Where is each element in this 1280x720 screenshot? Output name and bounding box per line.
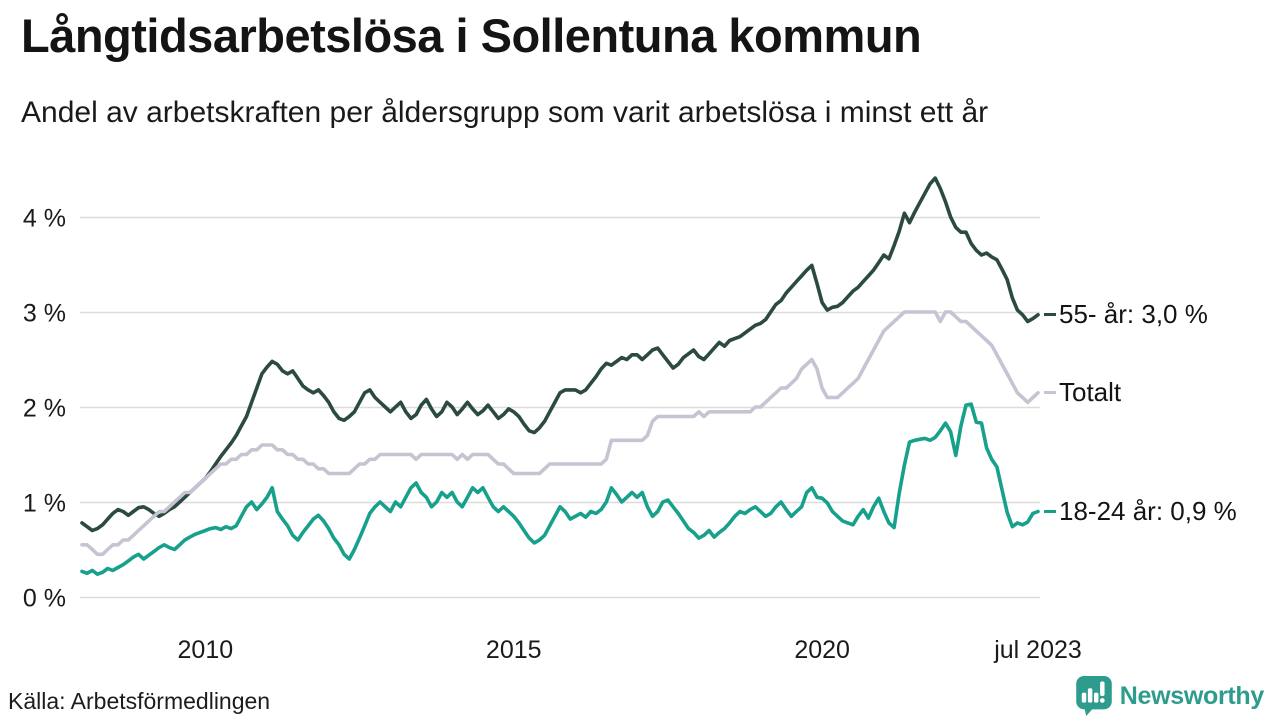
series-line-18-24-r — [80, 402, 1040, 577]
x-axis-tick-label: 2020 — [794, 636, 850, 664]
series-line-totalt — [80, 310, 1040, 557]
y-axis-tick-label: 4 % — [23, 205, 66, 233]
series-end-label-text: 55- år: 3,0 % — [1059, 299, 1208, 330]
x-axis-tick-label: 2015 — [486, 636, 542, 664]
series-end-label: 55- år: 3,0 % — [1044, 298, 1208, 332]
series-leader-dash — [1044, 510, 1056, 513]
y-axis-tick-label: 0 % — [23, 585, 66, 613]
series-end-label: 18-24 år: 0,9 % — [1044, 495, 1237, 529]
newsworthy-logo: Newsworthy — [1075, 676, 1265, 716]
series-line-55-r — [80, 176, 1040, 533]
y-axis-tick-label: 3 % — [23, 300, 66, 328]
series-leader-dash — [1044, 313, 1056, 317]
bar-chart-speech-bubble-icon — [1075, 676, 1112, 716]
x-axis-tick-label: 2010 — [178, 636, 234, 664]
y-axis-tick-label: 2 % — [23, 395, 66, 423]
chart-subtitle: Andel av arbetskraften per åldersgrupp s… — [21, 96, 989, 129]
series-end-label: Totalt — [1044, 376, 1121, 410]
y-axis-tick-label: 1 % — [23, 490, 66, 518]
source-attribution: Källa: Arbetsförmedlingen — [8, 688, 271, 714]
x-axis-tick-label: jul 2023 — [993, 636, 1082, 664]
page-title: Långtidsarbetslösa i Sollentuna kommun — [21, 9, 922, 62]
brand-wordmark: Newsworthy — [1119, 681, 1265, 710]
series-end-label-text: 18-24 år: 0,9 % — [1059, 496, 1237, 526]
series-leader-dash — [1044, 391, 1056, 395]
series-end-label-text: Totalt — [1059, 377, 1122, 408]
